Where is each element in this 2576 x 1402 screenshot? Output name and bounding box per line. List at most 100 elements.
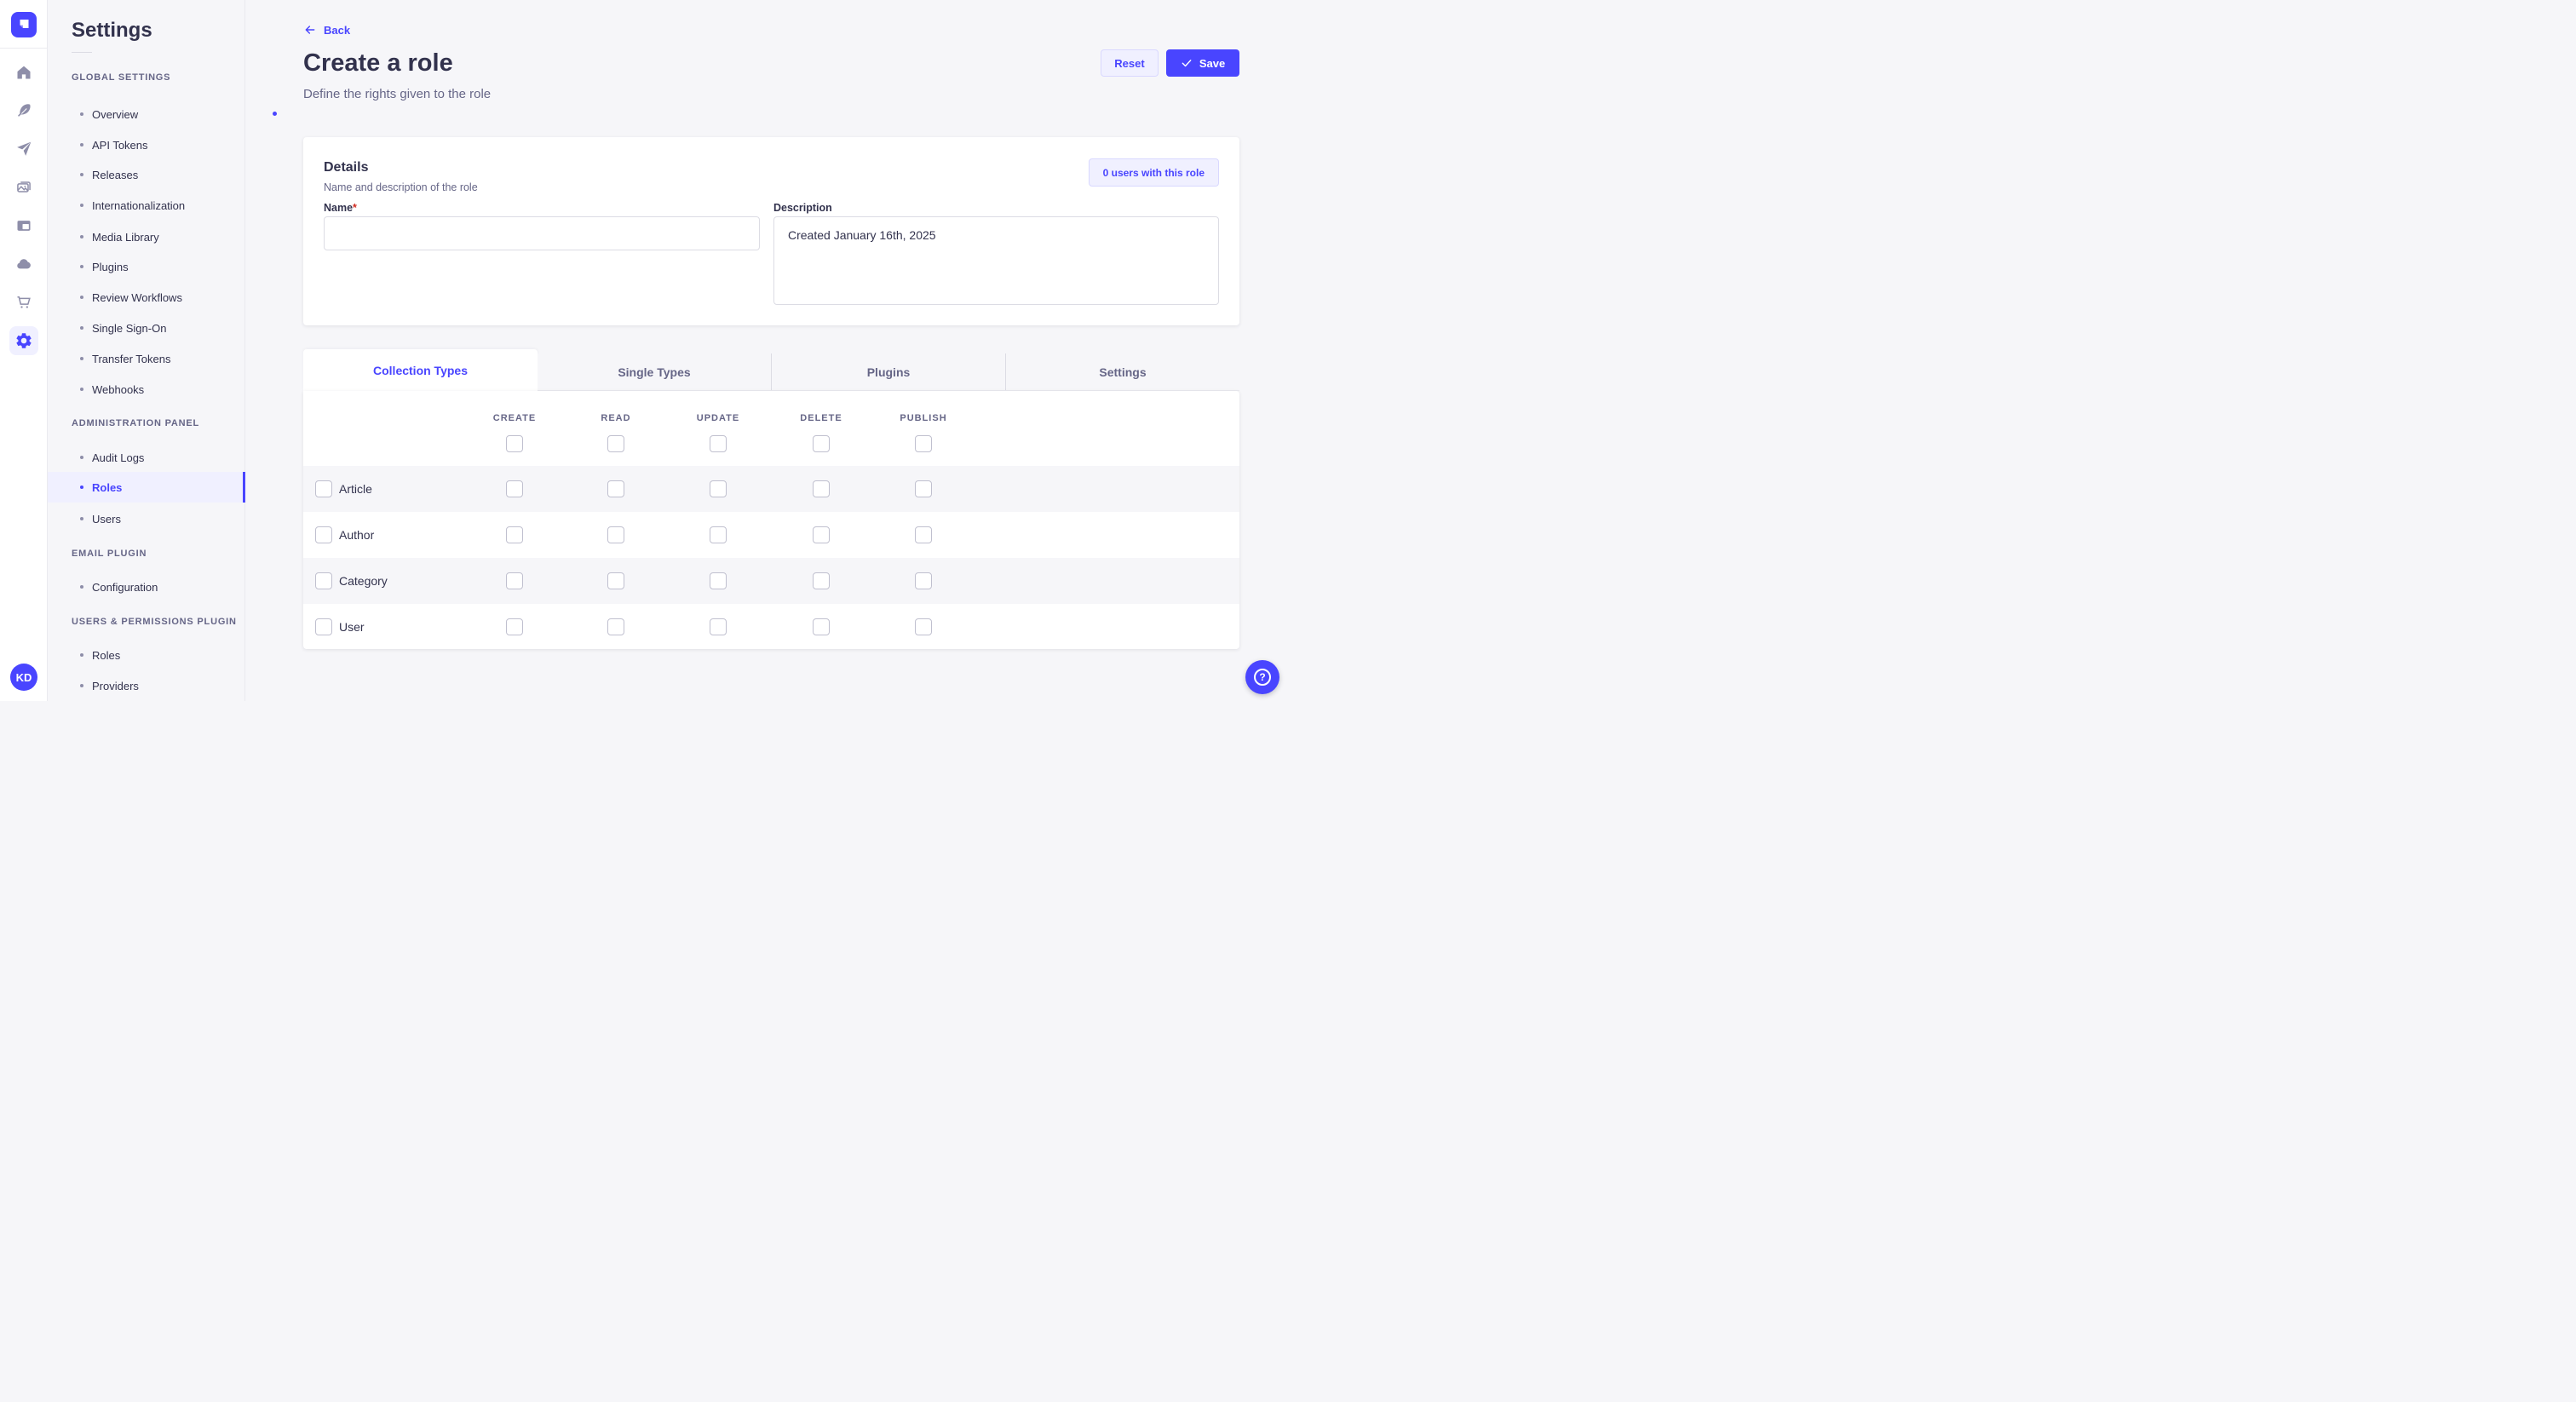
author-update-checkbox[interactable] <box>710 526 727 543</box>
sidebar-item-media-library[interactable]: Media Library <box>48 224 245 250</box>
sidebar-item-webhooks[interactable]: Webhooks <box>48 376 245 402</box>
category-delete-checkbox[interactable] <box>813 572 830 589</box>
author-read-checkbox[interactable] <box>607 526 624 543</box>
category-create-checkbox[interactable] <box>506 572 523 589</box>
author-delete-checkbox[interactable] <box>813 526 830 543</box>
icon-rail: KD <box>0 0 48 701</box>
row-label: Category <box>339 574 388 588</box>
avatar[interactable]: KD <box>10 664 37 691</box>
users-with-role-button[interactable]: 0 users with this role <box>1088 158 1219 187</box>
bullet-icon <box>80 143 83 147</box>
table-row-author: Author <box>303 512 1239 558</box>
home-icon[interactable] <box>0 57 48 88</box>
tab-collection-types[interactable]: Collection Types <box>303 349 538 391</box>
required-asterisk: * <box>353 202 357 214</box>
sidebar-item-releases[interactable]: Releases <box>48 162 245 187</box>
category-publish-checkbox[interactable] <box>915 572 932 589</box>
sidebar-item-plugins[interactable]: Plugins <box>48 254 245 279</box>
select-all-delete-checkbox[interactable] <box>813 435 830 452</box>
bullet-icon <box>80 585 83 589</box>
sidebar-item-review-workflows[interactable]: Review Workflows <box>48 284 245 310</box>
back-link[interactable]: Back <box>303 23 350 37</box>
active-rail-highlight <box>9 326 38 355</box>
bullet-icon <box>80 326 83 330</box>
sidebar-item-configuration[interactable]: Configuration <box>48 574 245 600</box>
category-update-checkbox[interactable] <box>710 572 727 589</box>
select-all-publish-checkbox[interactable] <box>915 435 932 452</box>
bullet-icon <box>80 265 83 268</box>
sidebar-item-single-sign-on[interactable]: Single Sign-On <box>48 315 245 341</box>
article-delete-checkbox[interactable] <box>813 480 830 497</box>
bullet-icon <box>80 173 83 176</box>
permissions-table: CREATE READ UPDATE DELETE PUBLISH Articl… <box>303 391 1239 649</box>
article-create-checkbox[interactable] <box>506 480 523 497</box>
feather-icon[interactable] <box>0 95 48 126</box>
column-header-create: CREATE <box>492 413 537 423</box>
tab-plugins[interactable]: Plugins <box>771 353 1005 390</box>
media-library-icon[interactable] <box>0 172 48 203</box>
arrow-left-icon <box>305 26 315 34</box>
select-all-read-checkbox[interactable] <box>607 435 624 452</box>
bullet-icon <box>80 653 83 657</box>
row-select-checkbox[interactable] <box>315 572 332 589</box>
tab-settings[interactable]: Settings <box>1005 353 1239 390</box>
article-update-checkbox[interactable] <box>710 480 727 497</box>
user-publish-checkbox[interactable] <box>915 618 932 635</box>
help-button[interactable]: ? <box>1245 660 1279 694</box>
tab-bar: Single Types Plugins Settings <box>538 353 1239 391</box>
author-create-checkbox[interactable] <box>506 526 523 543</box>
user-read-checkbox[interactable] <box>607 618 624 635</box>
article-publish-checkbox[interactable] <box>915 480 932 497</box>
user-delete-checkbox[interactable] <box>813 618 830 635</box>
user-create-checkbox[interactable] <box>506 618 523 635</box>
sidebar-item-roles-active[interactable]: Roles <box>48 472 245 503</box>
row-label: Article <box>339 482 372 496</box>
gear-icon[interactable] <box>0 325 48 356</box>
bullet-icon <box>80 684 83 687</box>
paper-plane-icon[interactable] <box>0 134 48 164</box>
name-input[interactable] <box>324 216 760 250</box>
sidebar-title-divider <box>72 52 92 53</box>
section-administration-panel: ADMINISTRATION PANEL <box>72 418 200 428</box>
details-subtitle: Name and description of the role <box>324 181 478 193</box>
sidebar-item-overview[interactable]: Overview <box>48 101 245 127</box>
sidebar-item-users[interactable]: Users <box>48 506 245 531</box>
user-update-checkbox[interactable] <box>710 618 727 635</box>
bullet-icon <box>80 296 83 299</box>
table-row-category: Category <box>303 558 1239 604</box>
row-select-checkbox[interactable] <box>315 618 332 635</box>
tab-single-types[interactable]: Single Types <box>618 365 691 379</box>
table-row-article: Article <box>303 466 1239 512</box>
bullet-icon <box>80 456 83 459</box>
settings-sidebar: Settings GLOBAL SETTINGS Overview API To… <box>48 0 277 701</box>
select-all-create-checkbox[interactable] <box>506 435 523 452</box>
sidebar-title: Settings <box>72 19 152 42</box>
sidebar-item-transfer-tokens[interactable]: Transfer Tokens <box>48 346 245 371</box>
save-button[interactable]: Save <box>1166 49 1239 77</box>
category-read-checkbox[interactable] <box>607 572 624 589</box>
reset-button[interactable]: Reset <box>1101 49 1159 77</box>
sidebar-item-api-tokens[interactable]: API Tokens <box>48 132 245 158</box>
notification-dot <box>273 112 277 116</box>
sidebar-item-audit-logs[interactable]: Audit Logs <box>48 445 245 470</box>
bullet-icon <box>80 486 83 489</box>
page-subtitle: Define the rights given to the role <box>303 87 492 101</box>
strapi-logo[interactable] <box>11 12 37 37</box>
description-textarea[interactable]: Created January 16th, 2025 <box>773 216 1219 305</box>
layout-icon[interactable] <box>0 210 48 241</box>
bullet-icon <box>80 357 83 360</box>
select-all-update-checkbox[interactable] <box>710 435 727 452</box>
article-read-checkbox[interactable] <box>607 480 624 497</box>
sidebar-item-internationalization[interactable]: Internationalization <box>48 192 245 218</box>
description-label: Description <box>773 202 832 214</box>
permissions-card: Collection Types Single Types Plugins Se… <box>303 349 1239 649</box>
sidebar-item-providers[interactable]: Providers <box>48 673 245 698</box>
author-publish-checkbox[interactable] <box>915 526 932 543</box>
column-header-delete: DELETE <box>800 413 842 423</box>
row-select-checkbox[interactable] <box>315 526 332 543</box>
sidebar-item-up-roles[interactable]: Roles <box>48 642 245 668</box>
name-label: Name* <box>324 202 357 214</box>
row-select-checkbox[interactable] <box>315 480 332 497</box>
cart-icon[interactable] <box>0 287 48 318</box>
cloud-icon[interactable] <box>0 249 48 279</box>
